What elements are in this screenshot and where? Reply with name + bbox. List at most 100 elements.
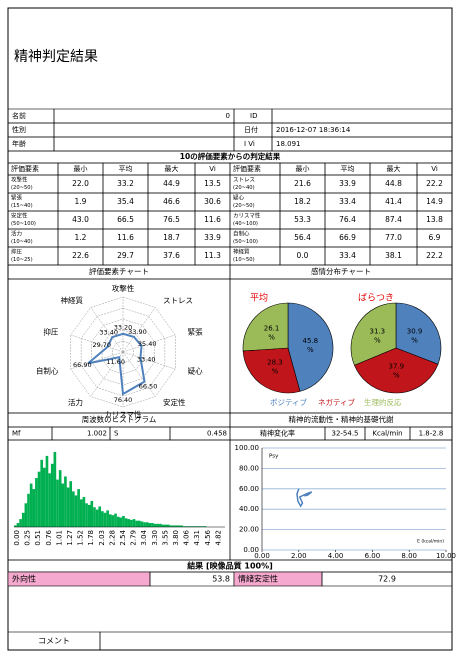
radar-line: [87, 332, 146, 396]
cell: [271, 108, 453, 124]
x-tick-label: 0.51: [34, 530, 42, 546]
histogram-bar: [35, 478, 38, 527]
histogram-bar: [85, 503, 88, 527]
label: 評価要素チャート: [89, 266, 149, 276]
label: 最大: [387, 164, 401, 173]
histogram-bar: [101, 511, 104, 527]
histogram-bar: [48, 473, 51, 527]
histogram-bar: [159, 523, 162, 527]
label: 平均: [119, 164, 133, 173]
cell: [53, 122, 235, 138]
label: 評価要素: [11, 164, 39, 173]
label: 41.4: [385, 197, 402, 206]
x-tick-label: 8.00: [401, 552, 417, 560]
label: (20~50): [233, 203, 255, 209]
y-tick-label: 80.00: [239, 464, 259, 472]
radar-axis: [122, 334, 176, 353]
histogram-bar: [140, 521, 144, 527]
radar-value-label: 35.40: [138, 340, 157, 348]
label: (10~50): [233, 257, 255, 263]
radar-value-label: 66.50: [139, 382, 158, 390]
histogram-bar: [103, 512, 107, 527]
histogram-bar: [32, 489, 36, 527]
label: カリスマ性: [233, 212, 261, 220]
axis-label: E (kcal/min): [417, 539, 444, 545]
histogram-bar: [151, 523, 154, 527]
x-tick-label: 0.00: [13, 530, 21, 546]
histogram-bar: [174, 525, 178, 527]
histogram-bar: [122, 515, 125, 527]
label: (15~40): [11, 203, 33, 209]
x-tick-label: 3.04: [140, 529, 148, 545]
histogram-bar: [132, 519, 136, 527]
pie-label: 37.9: [388, 362, 404, 370]
pie-label: 45.8: [302, 337, 318, 345]
label: Mf: [12, 430, 21, 438]
label: 29.7: [117, 251, 134, 260]
y-tick-label: 40.00: [239, 505, 259, 513]
histogram-bar: [16, 523, 20, 527]
pie-slice: [395, 302, 442, 365]
histogram-bar: [64, 476, 67, 527]
label: 安定性: [11, 212, 28, 220]
histogram-bar: [37, 471, 41, 527]
histogram-bar: [193, 526, 196, 527]
histogram-bar: [172, 525, 175, 527]
histogram-bar: [72, 491, 75, 527]
histogram-bar: [21, 512, 25, 527]
label: 自制心: [233, 230, 250, 238]
histogram-bar: [130, 519, 133, 527]
label: 11.6: [204, 215, 221, 224]
pie-title: 平均: [250, 292, 268, 304]
label: 37.6: [163, 251, 180, 260]
radar-category: ストレス: [163, 296, 193, 305]
label: 13.8: [426, 215, 443, 224]
histogram-bar: [50, 463, 54, 527]
label: 最小: [296, 164, 310, 173]
histogram-bar: [77, 489, 80, 527]
label: 情緒安定性: [238, 574, 278, 584]
label: 33.9: [339, 179, 356, 188]
radar-category: カリスマ性: [104, 409, 142, 419]
y-tick-label: 20.00: [239, 526, 259, 534]
label: 46.6: [163, 197, 180, 206]
histogram-bar: [180, 525, 183, 527]
y-tick-label: 0.00: [243, 546, 259, 554]
histogram-bar: [93, 507, 96, 527]
label: Kcal/min: [372, 430, 402, 438]
pie-label: 31.3: [369, 328, 385, 336]
y-tick-label: 60.00: [239, 485, 259, 493]
label: 18.2: [294, 197, 311, 206]
histogram-bar: [169, 525, 173, 527]
label: 18.7: [163, 233, 180, 242]
label: 0.0: [297, 251, 309, 260]
radar-axis: [122, 351, 176, 370]
title: 精神判定結果: [14, 49, 98, 65]
radar-value-label: 33.40: [99, 328, 118, 336]
x-tick-label: 3.55: [161, 530, 169, 546]
x-tick-label: 2.28: [108, 530, 116, 546]
histogram-bar: [24, 503, 28, 527]
histogram-bar: [124, 518, 128, 527]
histogram-bar: [61, 483, 65, 527]
label: 疑心: [233, 194, 245, 202]
cell: [7, 278, 231, 414]
radar-axis: [122, 351, 156, 397]
label: 結果 [映像品質 100%]: [187, 561, 273, 571]
label: I Vi: [244, 140, 255, 148]
axis-label: Psy: [269, 454, 279, 460]
label: 38.1: [385, 251, 402, 260]
pie-unit: %: [268, 334, 275, 342]
label: 22.2: [426, 179, 443, 188]
histogram-bar: [119, 517, 123, 527]
radar-value-label: 33.20: [114, 324, 133, 332]
histogram-bar: [148, 523, 152, 527]
histogram-bar: [145, 522, 149, 527]
histogram-bar: [185, 526, 189, 527]
label: Vi: [209, 165, 216, 173]
pie-label: 26.1: [264, 325, 280, 333]
histogram-bar: [182, 526, 186, 527]
label: 10の評価要素からの判定結果: [180, 151, 281, 161]
histogram-bar: [203, 526, 207, 527]
histogram-bar: [19, 519, 22, 527]
